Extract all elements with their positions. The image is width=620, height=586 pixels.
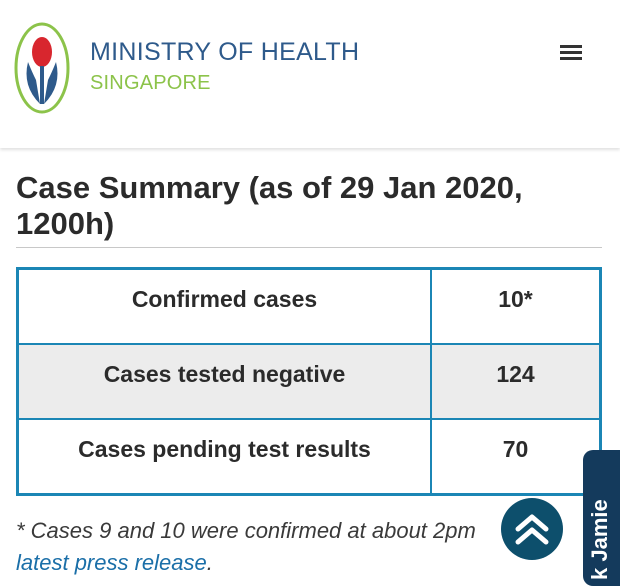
page-title: Case Summary (as of 29 Jan 2020, 1200h) xyxy=(16,170,523,241)
site-header: MINISTRY OF HEALTH SINGAPORE xyxy=(0,0,620,148)
table-row: Confirmed cases 10* xyxy=(16,267,602,345)
double-chevron-up-icon xyxy=(515,514,549,545)
brand-title[interactable]: MINISTRY OF HEALTH xyxy=(90,38,360,66)
table-row: Cases pending test results 70 xyxy=(16,418,602,496)
scroll-to-top-button[interactable] xyxy=(501,498,563,560)
row-label: Cases pending test results xyxy=(16,418,432,496)
footnote: * Cases 9 and 10 were confirmed at about… xyxy=(16,515,616,579)
brand-subtitle[interactable]: SINGAPORE xyxy=(90,72,211,94)
ask-jamie-tab[interactable]: k Jamie xyxy=(583,450,620,586)
moh-logo-icon[interactable] xyxy=(14,22,70,114)
row-value: 70 xyxy=(430,418,602,496)
case-summary-table: Confirmed cases 10* Cases tested negativ… xyxy=(16,267,602,496)
hamburger-menu-icon[interactable] xyxy=(558,42,584,64)
row-value: 10* xyxy=(430,267,602,345)
press-release-link[interactable]: latest press release xyxy=(16,550,207,575)
row-value: 124 xyxy=(430,343,602,420)
menu-bar xyxy=(560,51,582,54)
ask-jamie-label: k Jamie xyxy=(587,499,612,580)
footnote-period: . xyxy=(206,550,213,575)
title-divider xyxy=(16,247,602,248)
table-row: Cases tested negative 124 xyxy=(16,343,602,420)
menu-bar xyxy=(560,57,582,60)
row-label: Confirmed cases xyxy=(16,267,432,345)
row-label: Cases tested negative xyxy=(16,343,432,420)
menu-bar xyxy=(560,45,582,48)
footnote-text: * Cases 9 and 10 were confirmed at about… xyxy=(16,518,476,543)
